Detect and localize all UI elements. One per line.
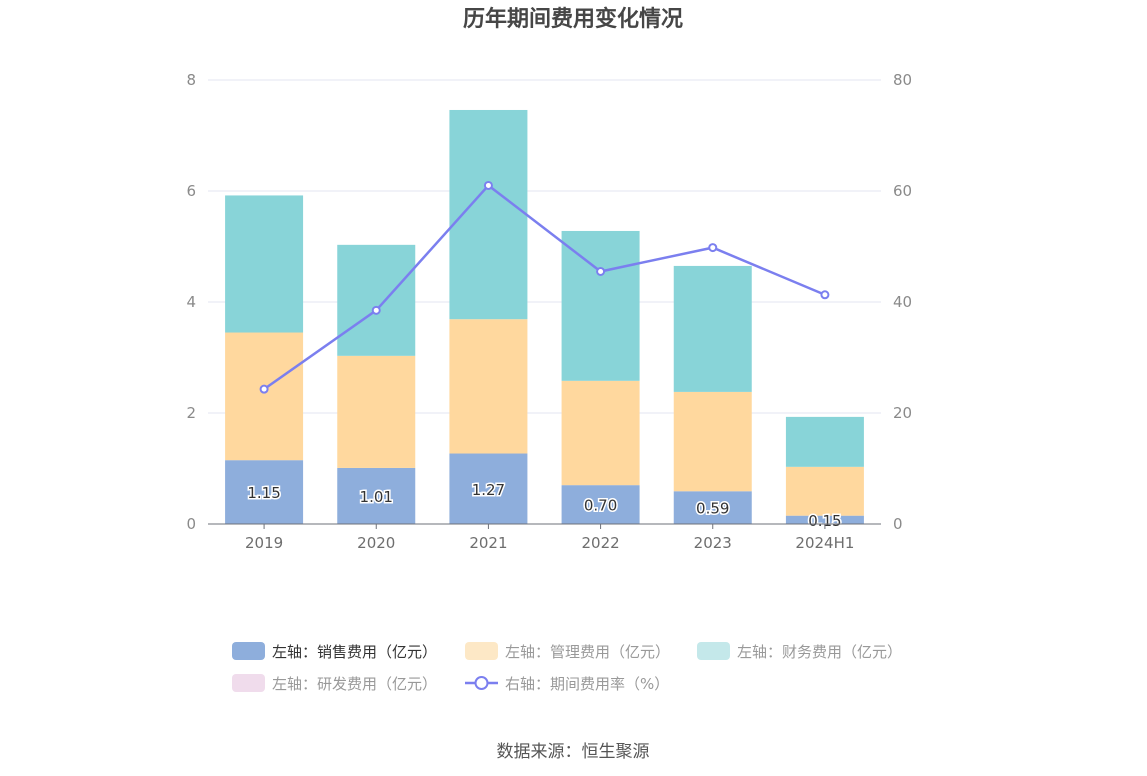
bar-segment-0-2024H1 — [785, 515, 864, 524]
y-left-tick-label: 4 — [186, 293, 196, 311]
bar-segment-1-2022 — [561, 380, 640, 486]
bar-segment-2-2024H1 — [785, 416, 864, 467]
data-source: 数据来源：恒生聚源 — [497, 742, 650, 762]
y-left-tick-label: 8 — [186, 71, 196, 89]
bar-segment-1-2024H1 — [785, 466, 864, 516]
x-tick-label: 2022 — [581, 534, 619, 552]
y-left-tick-label: 6 — [186, 182, 196, 200]
rate-line-path — [263, 183, 826, 391]
bar-segment-0-2020 — [337, 467, 416, 524]
bar-data-label: 1.01 — [360, 488, 393, 506]
legend-swatch — [232, 642, 265, 660]
rate-line-point — [371, 305, 381, 315]
bar-segment-2-2019 — [225, 195, 304, 333]
legend-label: 右轴：期间费用率（%） — [505, 675, 669, 693]
legend-item[interactable]: 左轴：财务费用（亿元） — [697, 642, 902, 661]
bar-segment-1-2023 — [673, 391, 752, 492]
legend-swatch — [232, 674, 265, 692]
bar-data-label: 0.70 — [584, 497, 617, 515]
legend-label: 左轴：销售费用（亿元） — [272, 643, 437, 661]
rate-line-point — [596, 266, 606, 276]
legend-item[interactable]: 左轴：销售费用（亿元） — [232, 642, 437, 661]
x-tick-label: 2023 — [694, 534, 732, 552]
legend: 左轴：销售费用（亿元） 左轴：管理费用（亿元） 左轴：财务费用（亿元） 左轴：研发费用… — [232, 642, 902, 693]
data-labels: 1.15 1.01 1.27 0.70 0.59 0.15 — [246, 479, 843, 531]
x-tick-label: 2019 — [245, 534, 283, 552]
y-right-tick-label: 80 — [893, 71, 912, 89]
rate-line-point — [259, 384, 269, 394]
x-tick-label: 2020 — [357, 534, 395, 552]
grid — [208, 79, 881, 414]
rate-line-point — [483, 180, 493, 190]
rate-line — [259, 180, 830, 394]
bar-segment-0-2023 — [673, 491, 752, 524]
legend-item[interactable]: 左轴：研发费用（亿元） — [232, 674, 437, 693]
legend-item[interactable]: 右轴：期间费用率（%） — [465, 675, 669, 693]
legend-swatch — [697, 642, 730, 660]
y-left-tick-label: 0 — [186, 515, 196, 533]
bar-segment-2-2023 — [673, 265, 752, 392]
bar-segment-2-2022 — [561, 230, 640, 381]
bar-data-label: 0.59 — [696, 500, 729, 518]
bar-segment-1-2021 — [449, 319, 528, 454]
legend-swatch — [465, 642, 498, 660]
y-right-tick-label: 60 — [893, 182, 912, 200]
legend-marker — [474, 676, 489, 690]
legend-label: 左轴：管理费用（亿元） — [505, 643, 670, 661]
bar-segment-1-2020 — [337, 355, 416, 468]
bar-data-label: 1.15 — [247, 484, 280, 502]
y-right-tick-label: 20 — [893, 404, 912, 422]
y-right-tick-label: 0 — [893, 515, 903, 533]
bar-segment-0-2019 — [225, 460, 304, 524]
bar-segment-2-2020 — [337, 244, 416, 356]
legend-label: 左轴：财务费用（亿元） — [737, 643, 902, 661]
chart-title: 历年期间费用变化情况 — [463, 6, 683, 32]
bar-segment-0-2022 — [561, 485, 640, 524]
bar-segment-1-2019 — [225, 332, 304, 461]
x-tick-label: 2024H1 — [795, 534, 854, 552]
rate-line-point — [820, 290, 830, 300]
bar-segment-0-2021 — [449, 453, 528, 524]
bar-data-label: 1.27 — [472, 481, 505, 499]
x-tick-label: 2021 — [469, 534, 507, 552]
bars — [225, 109, 864, 524]
legend-label: 左轴：研发费用（亿元） — [272, 675, 437, 693]
y-right-tick-label: 40 — [893, 293, 912, 311]
legend-item[interactable]: 左轴：管理费用（亿元） — [465, 642, 670, 661]
y-left-tick-label: 2 — [186, 404, 196, 422]
bar-data-label: 0.15 — [808, 512, 841, 530]
rate-line-point — [708, 243, 718, 253]
